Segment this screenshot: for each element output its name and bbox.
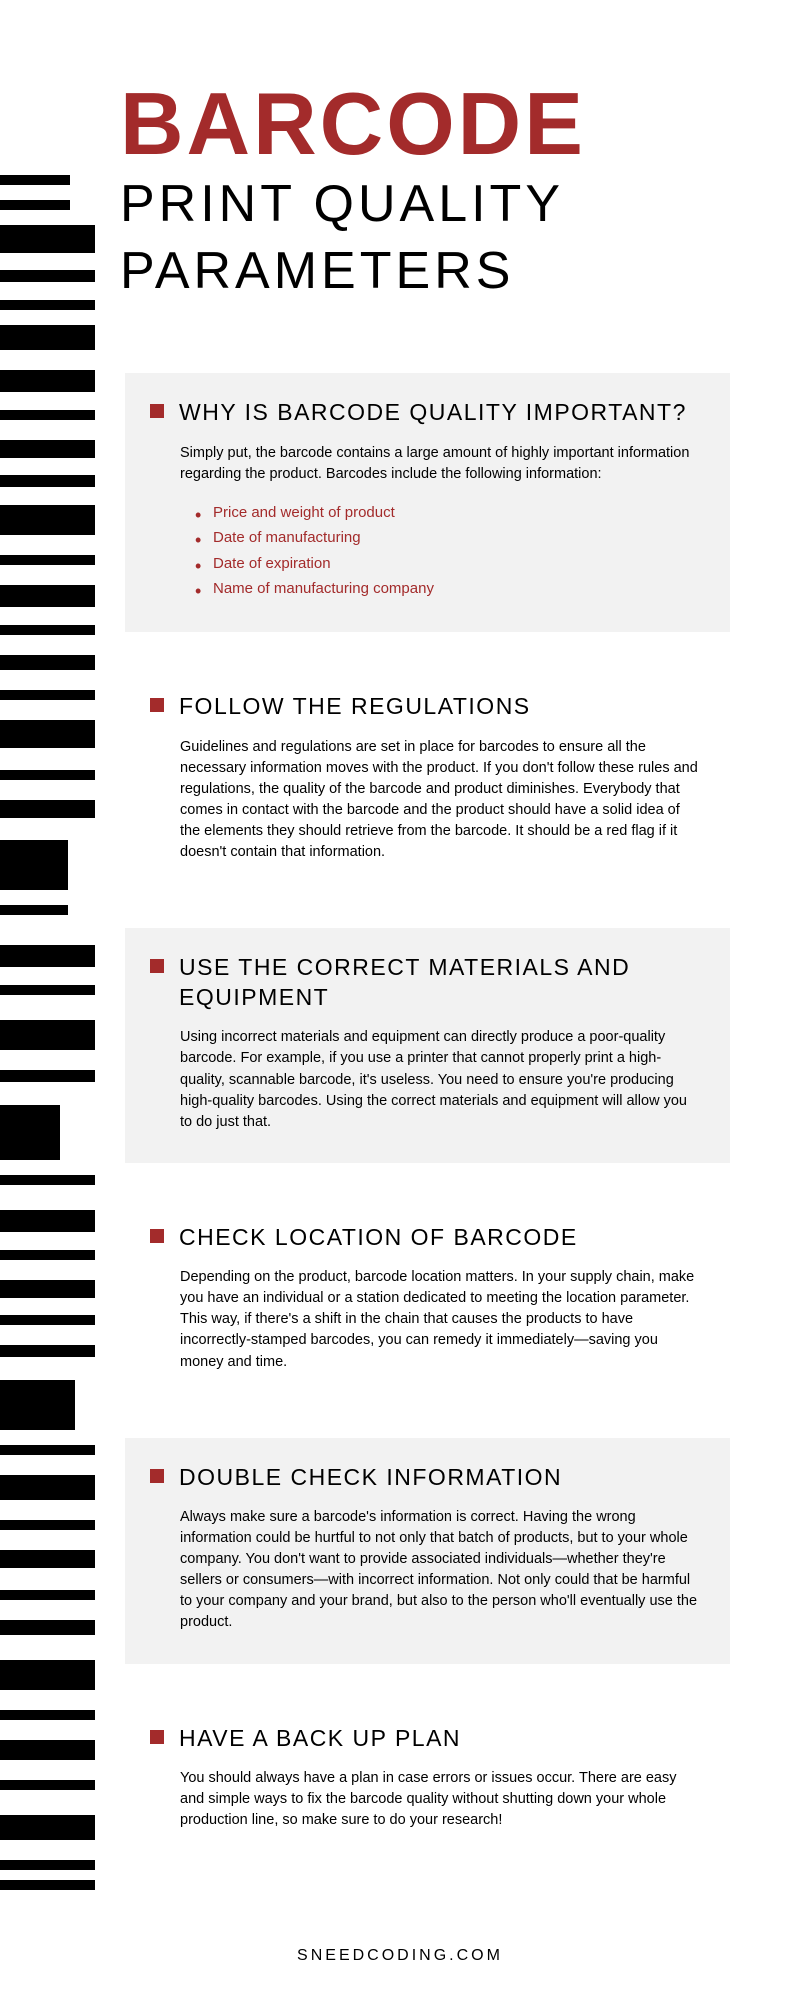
bullet-square-icon — [150, 404, 164, 418]
section-3: CHECK LOCATION OF BARCODE Depending on th… — [125, 1198, 730, 1403]
bullet-item: Price and weight of product — [195, 500, 700, 526]
bullet-item: Name of manufacturing company — [195, 576, 700, 602]
barcode-bar — [0, 1620, 95, 1635]
barcode-bar — [0, 585, 95, 607]
barcode-bar — [0, 1345, 95, 1357]
barcode-bar — [0, 840, 68, 890]
section-body: Guidelines and regulations are set in pl… — [150, 737, 700, 863]
bullet-square-icon — [150, 698, 164, 712]
barcode-bar — [0, 1280, 95, 1298]
section-0: WHY IS BARCODE QUALITY IMPORTANT? Simply … — [125, 373, 730, 632]
title-main: BARCODE — [120, 80, 720, 168]
barcode-bar — [0, 410, 95, 420]
section-body: Always make sure a barcode's information… — [150, 1507, 700, 1633]
bullet-item: Date of expiration — [195, 551, 700, 577]
barcode-bar — [0, 1860, 95, 1870]
barcode-bar — [0, 1660, 95, 1690]
barcode-bar — [0, 325, 95, 350]
barcode-bar — [0, 1590, 95, 1600]
section-header: USE THE CORRECT MATERIALS AND EQUIPMENT — [150, 953, 700, 1013]
section-title: HAVE A BACK UP PLAN — [179, 1724, 461, 1754]
barcode-bar — [0, 1105, 60, 1160]
section-1: FOLLOW THE REGULATIONS Guidelines and reg… — [125, 667, 730, 893]
section-body: Depending on the product, barcode locati… — [150, 1267, 700, 1372]
section-2: USE THE CORRECT MATERIALS AND EQUIPMENT U… — [125, 928, 730, 1163]
barcode-bar — [0, 945, 95, 967]
barcode-bar — [0, 440, 95, 458]
section-header: CHECK LOCATION OF BARCODE — [150, 1223, 700, 1253]
barcode-bar — [0, 1780, 95, 1790]
section-title: WHY IS BARCODE QUALITY IMPORTANT? — [179, 398, 687, 428]
barcode-bar — [0, 1550, 95, 1568]
section-body: Using incorrect materials and equipment … — [150, 1027, 700, 1132]
barcode-decoration — [0, 175, 95, 1895]
barcode-bar — [0, 625, 95, 635]
section-title: USE THE CORRECT MATERIALS AND EQUIPMENT — [179, 953, 700, 1013]
barcode-bar — [0, 770, 95, 780]
bullet-square-icon — [150, 959, 164, 973]
section-title: FOLLOW THE REGULATIONS — [179, 692, 531, 722]
barcode-bar — [0, 800, 95, 818]
barcode-bar — [0, 1315, 95, 1325]
barcode-bar — [0, 475, 95, 487]
barcode-bar — [0, 1070, 95, 1082]
title-sub-line2: PARAMETERS — [120, 240, 720, 302]
section-header: FOLLOW THE REGULATIONS — [150, 692, 700, 722]
barcode-bar — [0, 1445, 95, 1455]
barcode-bar — [0, 1250, 95, 1260]
barcode-bar — [0, 1020, 95, 1050]
title-sub-line1: PRINT QUALITY — [120, 173, 720, 235]
barcode-bar — [0, 905, 68, 915]
bullet-square-icon — [150, 1469, 164, 1483]
section-title: CHECK LOCATION OF BARCODE — [179, 1223, 578, 1253]
bullet-item: Date of manufacturing — [195, 525, 700, 551]
barcode-bar — [0, 720, 95, 748]
barcode-bar — [0, 985, 95, 995]
barcode-bar — [0, 300, 95, 310]
section-title: DOUBLE CHECK INFORMATION — [179, 1463, 562, 1493]
barcode-bar — [0, 225, 95, 253]
barcode-bar — [0, 655, 95, 670]
bullet-square-icon — [150, 1730, 164, 1744]
bullet-square-icon — [150, 1229, 164, 1243]
barcode-bar — [0, 1710, 95, 1720]
barcode-bar — [0, 200, 70, 210]
barcode-bar — [0, 175, 70, 185]
barcode-bar — [0, 1210, 95, 1232]
barcode-bar — [0, 1880, 95, 1890]
barcode-bar — [0, 1475, 95, 1500]
section-body: You should always have a plan in case er… — [150, 1768, 700, 1831]
section-4: DOUBLE CHECK INFORMATION Always make sure… — [125, 1438, 730, 1664]
barcode-bar — [0, 1175, 95, 1185]
header: BARCODE PRINT QUALITY PARAMETERS — [0, 0, 800, 333]
section-header: WHY IS BARCODE QUALITY IMPORTANT? — [150, 398, 700, 428]
barcode-bar — [0, 690, 95, 700]
barcode-bar — [0, 370, 95, 392]
content: WHY IS BARCODE QUALITY IMPORTANT? Simply … — [0, 333, 800, 1862]
barcode-bar — [0, 1740, 95, 1760]
footer: SNEEDCODING.COM — [0, 1947, 800, 1965]
section-5: HAVE A BACK UP PLAN You should always hav… — [125, 1699, 730, 1862]
section-body: Simply put, the barcode contains a large… — [150, 443, 700, 602]
barcode-bar — [0, 1520, 95, 1530]
barcode-bar — [0, 505, 95, 535]
section-header: DOUBLE CHECK INFORMATION — [150, 1463, 700, 1493]
section-header: HAVE A BACK UP PLAN — [150, 1724, 700, 1754]
barcode-bar — [0, 1815, 95, 1840]
barcode-bar — [0, 270, 95, 282]
barcode-bar — [0, 555, 95, 565]
barcode-bar — [0, 1380, 75, 1430]
bullet-list: Price and weight of productDate of manuf… — [180, 500, 700, 602]
